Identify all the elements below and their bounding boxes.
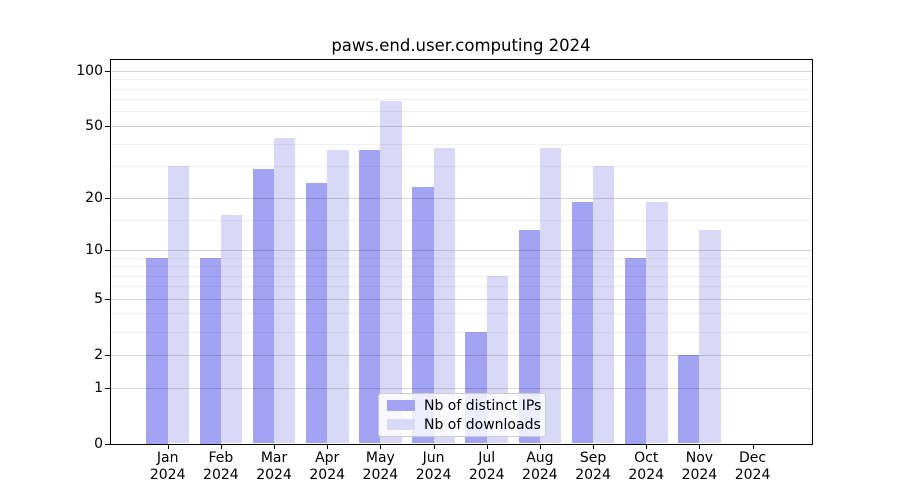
x-tick-mark	[539, 444, 541, 449]
y-tick-mark	[105, 125, 110, 127]
bar-distinct-ips-aug	[518, 230, 540, 444]
bar-downloads-jun	[433, 147, 455, 444]
x-tick-label: Jan 2024	[149, 450, 186, 483]
y-tick-label: 10	[85, 241, 103, 258]
x-tick-mark	[220, 444, 222, 449]
x-tick-mark	[486, 444, 488, 449]
minor-gridline	[110, 79, 812, 81]
y-tick-mark	[105, 387, 110, 389]
legend: Nb of distinct IPs Nb of downloads	[378, 393, 546, 437]
x-tick-label: Dec 2024	[734, 450, 771, 483]
x-tick-label: Mar 2024	[256, 450, 292, 483]
chart-title: paws.end.user.computing 2024	[331, 36, 591, 55]
legend-label: Nb of downloads	[424, 416, 541, 433]
y-tick-label: 5	[94, 290, 103, 307]
x-tick-mark	[433, 444, 435, 449]
bar-distinct-ips-jun	[412, 186, 434, 444]
bar-downloads-nov	[699, 230, 721, 444]
y-tick-label: 20	[85, 189, 103, 206]
y-tick-label: 1	[94, 379, 103, 396]
legend-label: Nb of distinct IPs	[424, 397, 542, 414]
bar-downloads-apr	[327, 149, 349, 444]
y-tick-mark	[105, 70, 110, 72]
bar-downloads-oct	[646, 201, 668, 444]
x-tick-mark	[380, 444, 382, 449]
x-tick-mark	[646, 444, 648, 449]
legend-item-distinct-ips: Nb of distinct IPs	[379, 398, 545, 414]
x-tick-mark	[327, 444, 329, 449]
major-gridline	[110, 125, 812, 127]
y-tick-mark	[105, 298, 110, 300]
y-tick-mark	[105, 443, 110, 445]
distinct-ips-swatch-icon	[387, 400, 415, 411]
minor-gridline	[110, 88, 812, 90]
minor-gridline	[110, 99, 812, 101]
x-tick-label: Nov 2024	[681, 450, 718, 483]
bar-downloads-feb	[220, 214, 243, 444]
bar-distinct-ips-sep	[571, 201, 594, 444]
x-tick-mark	[593, 444, 595, 449]
bar-distinct-ips-feb	[199, 257, 221, 444]
x-tick-label: Aug 2024	[522, 450, 558, 483]
x-tick-mark	[699, 444, 701, 449]
bar-distinct-ips-apr	[305, 183, 328, 444]
x-tick-label: Feb 2024	[203, 450, 239, 483]
y-tick-label: 50	[85, 117, 103, 134]
y-tick-mark	[105, 354, 110, 356]
bar-distinct-ips-oct	[624, 257, 647, 444]
x-tick-label: Sep 2024	[575, 450, 611, 483]
y-tick-label: 0	[94, 435, 103, 452]
bar-downloads-mar	[274, 137, 296, 444]
y-tick-label: 2	[94, 346, 103, 363]
bar-distinct-ips-may	[359, 149, 381, 444]
y-tick-mark	[105, 249, 110, 251]
x-tick-mark	[167, 444, 169, 449]
major-gridline	[110, 70, 812, 72]
minor-gridline	[110, 219, 812, 221]
x-tick-label: Jun 2024	[415, 450, 452, 483]
x-tick-label: Apr 2024	[309, 450, 346, 483]
bar-downloads-aug	[539, 147, 562, 444]
y-tick-mark	[105, 197, 110, 199]
bar-distinct-ips-mar	[252, 168, 275, 444]
legend-item-downloads: Nb of downloads	[379, 417, 545, 433]
major-gridline	[110, 197, 812, 199]
bar-downloads-jan	[167, 166, 189, 444]
minor-gridline	[110, 166, 812, 168]
minor-gridline	[110, 143, 812, 145]
x-tick-mark	[752, 444, 754, 449]
x-tick-mark	[274, 444, 276, 449]
x-tick-label: Jul 2024	[468, 450, 505, 483]
bar-distinct-ips-nov	[678, 354, 700, 444]
x-tick-label: May 2024	[362, 450, 399, 483]
x-tick-label: Oct 2024	[628, 450, 665, 483]
minor-gridline	[110, 111, 812, 113]
y-tick-label: 100	[76, 62, 103, 79]
bar-distinct-ips-jan	[146, 257, 168, 444]
bar-downloads-sep	[593, 166, 615, 444]
bar-downloads-may	[380, 101, 402, 444]
downloads-swatch-icon	[387, 419, 415, 430]
